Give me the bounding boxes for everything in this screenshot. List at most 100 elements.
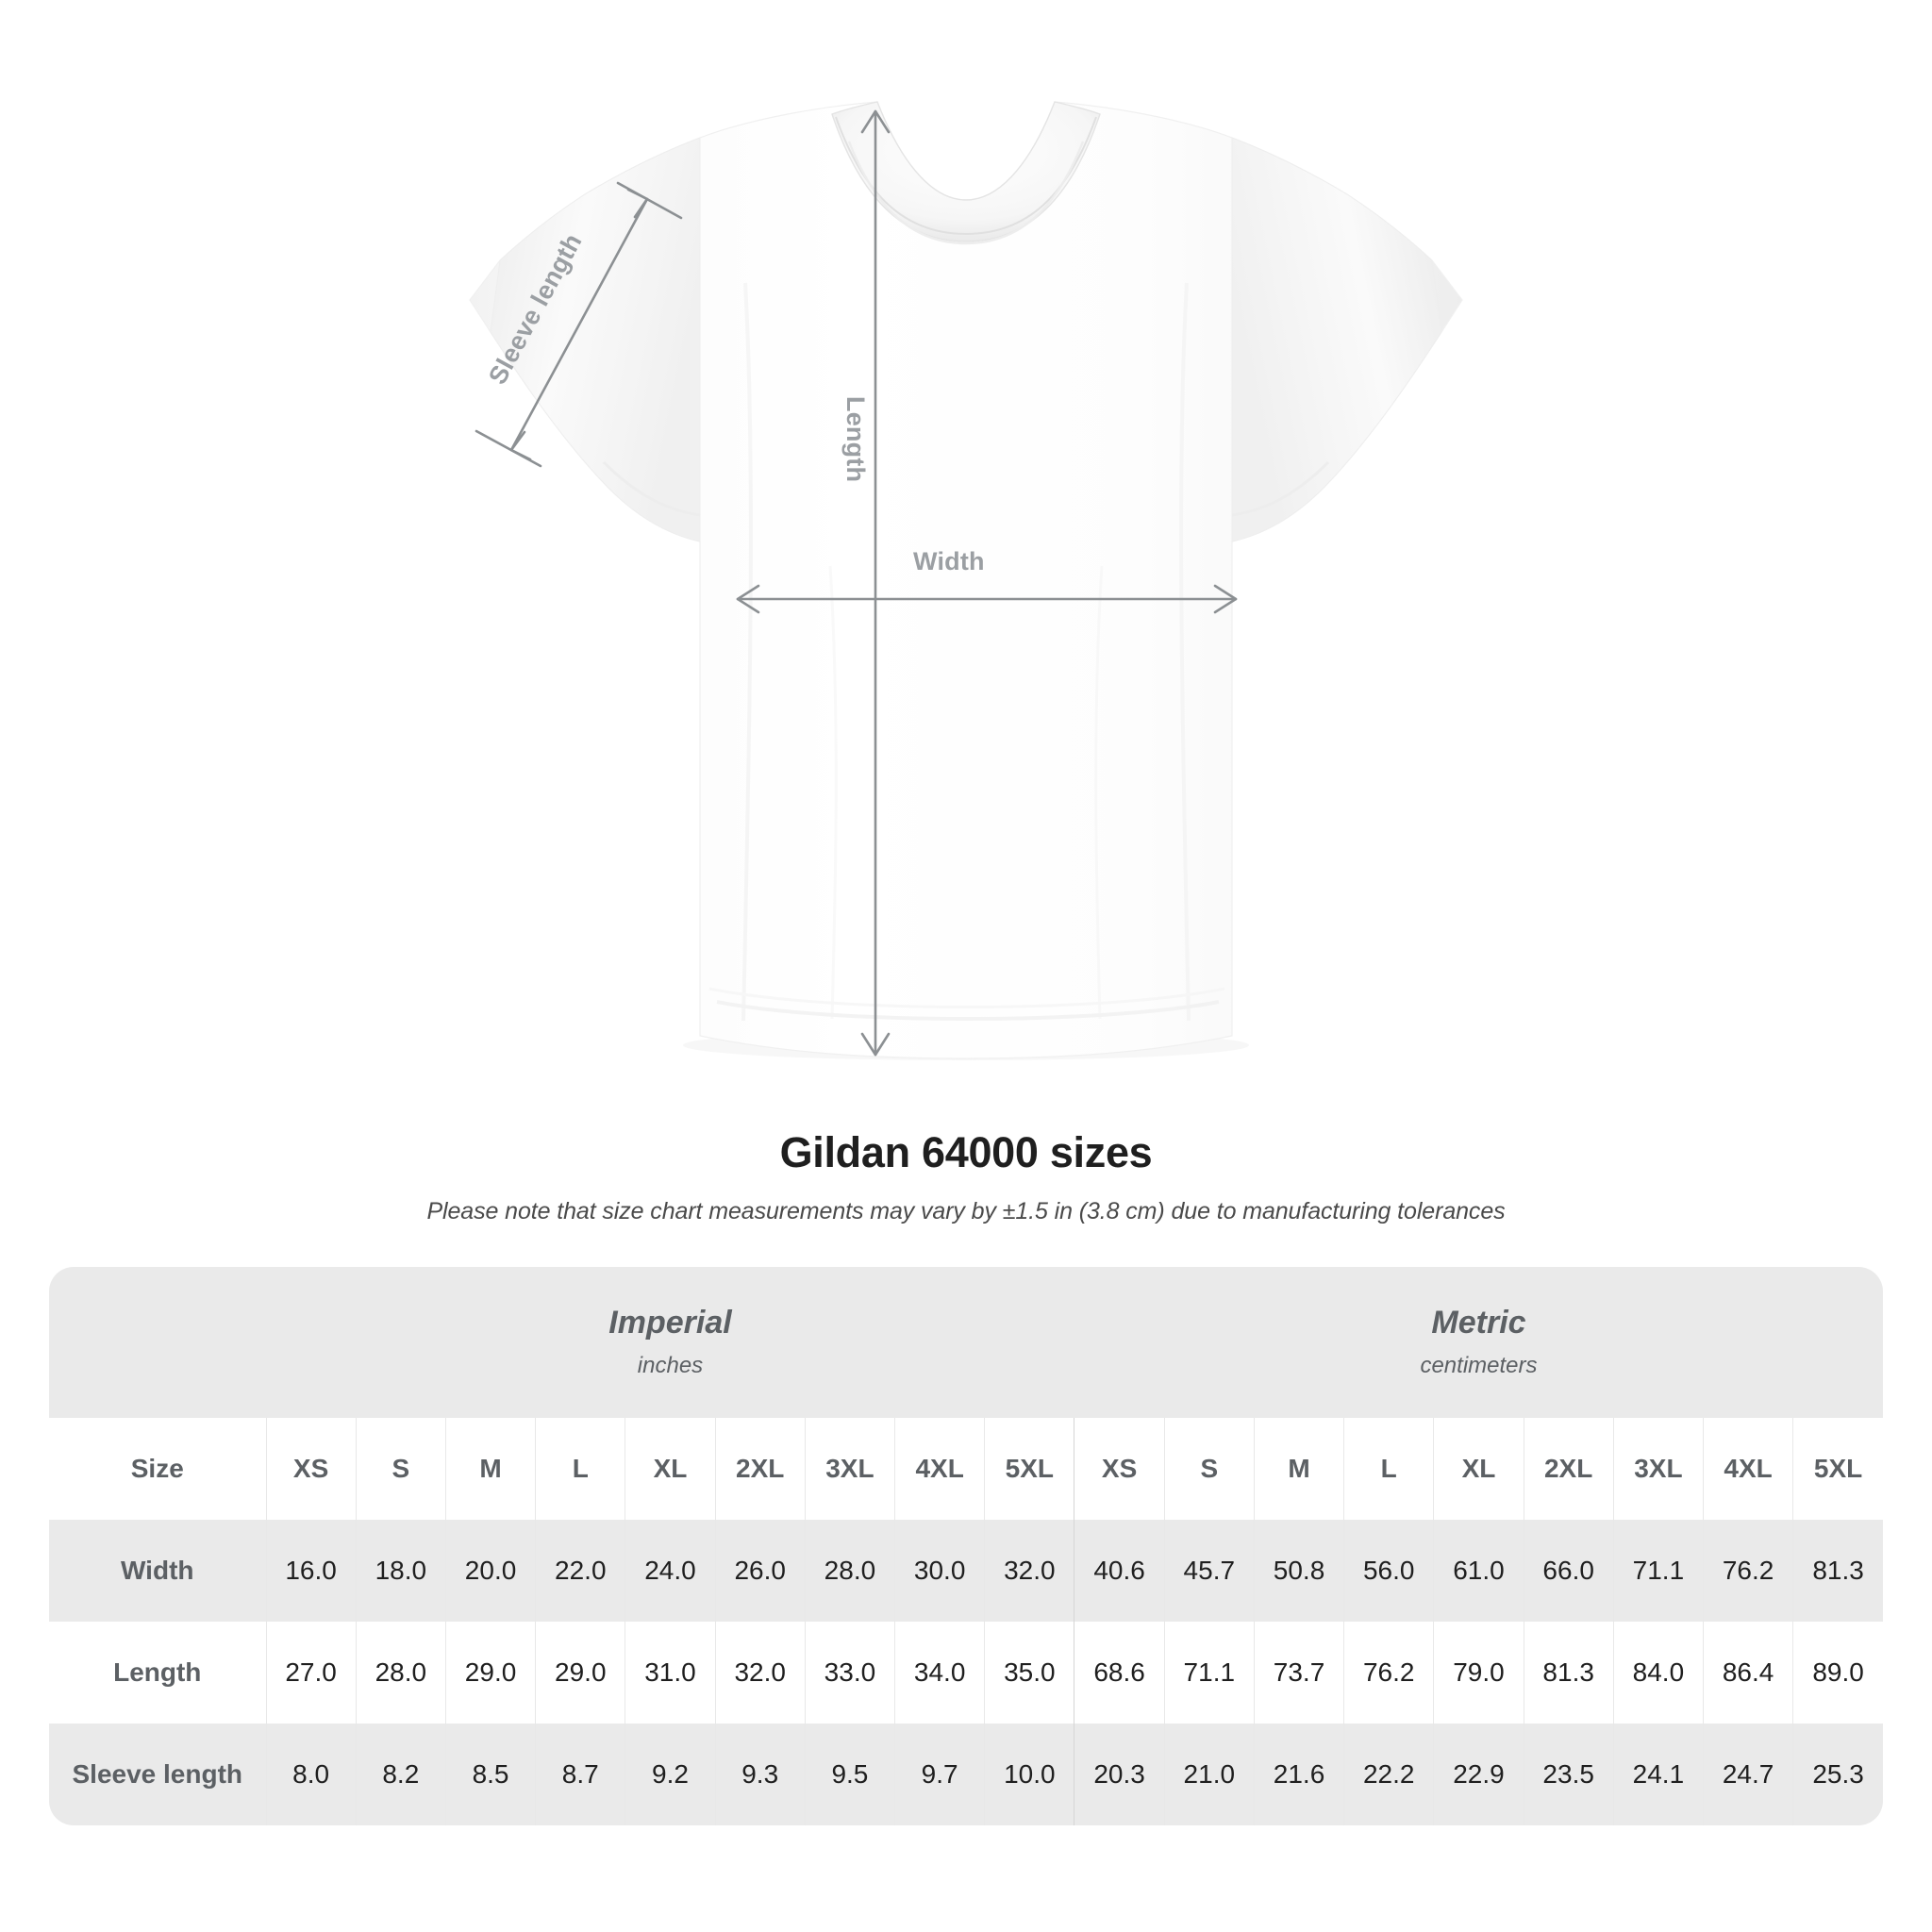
width-cell-5: 26.0 <box>714 1520 806 1622</box>
width-cell-7: 30.0 <box>894 1520 985 1622</box>
width-cell-16: 76.2 <box>1702 1520 1793 1622</box>
sleeve-cell-11: 21.6 <box>1253 1724 1344 1825</box>
metric-name: Metric <box>1431 1305 1526 1341</box>
sleeve-cell-7: 9.7 <box>894 1724 985 1825</box>
unit-banner-metric: Metric centimeters <box>1074 1267 1883 1418</box>
sleeve-cell-13: 22.9 <box>1433 1724 1524 1825</box>
width-cell-11: 50.8 <box>1253 1520 1344 1622</box>
width-measure-line <box>736 584 1238 614</box>
size-header-cell-11: M <box>1253 1418 1344 1520</box>
shirt-left-sleeve <box>490 137 701 542</box>
unit-banner-spacer <box>49 1267 266 1418</box>
size-header-cell-13: XL <box>1433 1418 1524 1520</box>
sleeve-cell-12: 22.2 <box>1343 1724 1434 1825</box>
size-header-cell-1: S <box>355 1418 446 1520</box>
sleeve-cell-1: 8.2 <box>355 1724 446 1825</box>
width-cell-3: 22.0 <box>535 1520 625 1622</box>
width-cell-4: 24.0 <box>625 1520 716 1622</box>
sleeve-cell-5: 9.3 <box>714 1724 806 1825</box>
size-header-cell-0: XS <box>265 1418 357 1520</box>
size-header-cell-14: 2XL <box>1523 1418 1614 1520</box>
size-header-cell-4: XL <box>625 1418 716 1520</box>
page-title: Gildan 64000 sizes <box>779 1128 1153 1176</box>
length-cell-11: 73.7 <box>1253 1622 1344 1724</box>
length-cell-7: 34.0 <box>894 1622 985 1724</box>
width-cell-12: 56.0 <box>1343 1520 1434 1622</box>
sleeve-cell-15: 24.1 <box>1612 1724 1704 1825</box>
length-label: Length <box>841 396 870 483</box>
sleeve-cell-9: 20.3 <box>1074 1724 1165 1825</box>
length-cell-17: 89.0 <box>1792 1622 1883 1724</box>
size-header-cell-15: 3XL <box>1612 1418 1704 1520</box>
length-cell-12: 76.2 <box>1343 1622 1434 1724</box>
sleeve-cell-2: 8.5 <box>444 1724 536 1825</box>
width-cell-0: 16.0 <box>265 1520 357 1622</box>
length-cell-10: 71.1 <box>1163 1622 1255 1724</box>
length-cell-13: 79.0 <box>1433 1622 1524 1724</box>
size-header-cell-3: L <box>535 1418 625 1520</box>
sleeve-cell-10: 21.0 <box>1163 1724 1255 1825</box>
row-label-length: Length <box>49 1622 266 1724</box>
tshirt-diagram-panel: Width Length Sleeve length <box>469 101 1463 1060</box>
sleeve-cell-6: 9.5 <box>804 1724 895 1825</box>
shirt-right-sleeve <box>1231 137 1442 542</box>
width-cell-2: 20.0 <box>444 1520 536 1622</box>
row-label-width: Width <box>49 1520 266 1622</box>
size-header-cell-10: S <box>1163 1418 1255 1520</box>
sleeve-cell-4: 9.2 <box>625 1724 716 1825</box>
sleeve-cell-16: 24.7 <box>1702 1724 1793 1825</box>
size-header-cell-9: XS <box>1074 1418 1165 1520</box>
unit-banner-imperial: Imperial inches <box>266 1267 1074 1418</box>
size-header-cell-8: 5XL <box>984 1418 1074 1520</box>
imperial-sub: inches <box>637 1352 704 1378</box>
length-cell-6: 33.0 <box>804 1622 895 1724</box>
sleeve-cell-8: 10.0 <box>984 1724 1074 1825</box>
size-header-cell-2: M <box>444 1418 536 1520</box>
sleeve-cell-14: 23.5 <box>1523 1724 1614 1825</box>
tshirt-illustration <box>469 101 1463 1060</box>
length-cell-1: 28.0 <box>355 1622 446 1724</box>
width-cell-1: 18.0 <box>355 1520 446 1622</box>
width-cell-6: 28.0 <box>804 1520 895 1622</box>
size-header-cell-17: 5XL <box>1792 1418 1883 1520</box>
length-measure-line <box>860 109 891 1057</box>
width-cell-13: 61.0 <box>1433 1520 1524 1622</box>
width-cell-15: 71.1 <box>1612 1520 1704 1622</box>
length-cell-15: 84.0 <box>1612 1622 1704 1724</box>
size-header-cell-16: 4XL <box>1702 1418 1793 1520</box>
sleeve-cell-17: 25.3 <box>1792 1724 1883 1825</box>
imperial-name: Imperial <box>608 1305 732 1341</box>
table-row: Length 27.0 28.0 29.0 29.0 31.0 32.0 33.… <box>49 1622 1883 1724</box>
unit-banner-row: Imperial inches Metric centimeters <box>49 1267 1883 1418</box>
sleeve-cell-0: 8.0 <box>265 1724 357 1825</box>
width-cell-9: 40.6 <box>1074 1520 1165 1622</box>
size-chart-heading: Gildan 64000 sizes Please note that size… <box>0 1123 1932 1225</box>
size-table-wrapper: Imperial inches Metric centimeters Size … <box>49 1267 1883 1825</box>
size-header-cell-12: L <box>1343 1418 1434 1520</box>
size-header-cell-7: 4XL <box>894 1418 985 1520</box>
length-cell-3: 29.0 <box>535 1622 625 1724</box>
size-header-cell-6: 3XL <box>804 1418 895 1520</box>
size-header-row: Size XS S M L XL 2XL 3XL 4XL 5XL XS S M … <box>49 1418 1883 1520</box>
length-cell-9: 68.6 <box>1074 1622 1165 1724</box>
size-header-cell-5: 2XL <box>714 1418 806 1520</box>
width-label: Width <box>913 547 985 575</box>
sleeve-measure-line <box>475 181 683 468</box>
size-header-label: Size <box>49 1418 266 1520</box>
shirt-collar <box>831 101 1101 245</box>
width-cell-17: 81.3 <box>1792 1520 1883 1622</box>
length-cell-8: 35.0 <box>984 1622 1074 1724</box>
metric-sub: centimeters <box>1420 1352 1538 1378</box>
length-cell-5: 32.0 <box>714 1622 806 1724</box>
width-cell-14: 66.0 <box>1523 1520 1614 1622</box>
width-cell-10: 45.7 <box>1163 1520 1255 1622</box>
length-cell-0: 27.0 <box>265 1622 357 1724</box>
table-row: Width 16.0 18.0 20.0 22.0 24.0 26.0 28.0… <box>49 1520 1883 1622</box>
row-label-sleeve-length: Sleeve length <box>49 1724 266 1825</box>
width-cell-8: 32.0 <box>984 1520 1074 1622</box>
fabric-folds <box>708 282 1225 1022</box>
sleeve-cell-3: 8.7 <box>535 1724 625 1825</box>
length-cell-4: 31.0 <box>625 1622 716 1724</box>
tshirt-stage: Width Length Sleeve length <box>469 101 1463 1060</box>
length-cell-2: 29.0 <box>444 1622 536 1724</box>
